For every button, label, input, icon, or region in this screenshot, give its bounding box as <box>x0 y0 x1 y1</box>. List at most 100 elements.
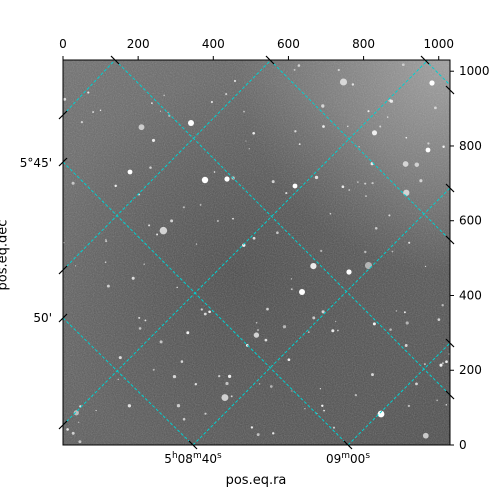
star <box>186 331 190 335</box>
star <box>437 318 441 321</box>
star <box>232 217 234 220</box>
star <box>71 431 75 435</box>
star <box>298 143 301 146</box>
star <box>436 399 438 402</box>
star <box>282 325 287 329</box>
world-tick <box>445 183 455 193</box>
star <box>401 63 405 67</box>
star <box>287 358 291 362</box>
ra-tick-label: 09m00s <box>326 451 370 466</box>
star <box>335 320 337 323</box>
star <box>80 120 84 124</box>
star <box>395 310 398 312</box>
star <box>99 109 102 112</box>
star <box>290 278 293 280</box>
star <box>248 148 250 150</box>
world-tick <box>445 390 455 400</box>
star <box>272 432 275 435</box>
star <box>441 304 444 307</box>
bright-star <box>299 289 305 295</box>
star <box>379 125 382 128</box>
grid-line <box>63 317 194 445</box>
world-tick <box>420 55 430 65</box>
star <box>225 93 228 96</box>
star <box>419 179 423 183</box>
star <box>386 116 389 118</box>
world-tick <box>445 235 455 245</box>
grid-line <box>63 60 272 271</box>
star <box>339 78 348 86</box>
star <box>371 181 374 185</box>
star <box>321 310 325 314</box>
top-tick-label: 400 <box>202 37 225 51</box>
star <box>445 360 448 364</box>
star <box>322 125 325 128</box>
star <box>152 368 155 371</box>
star <box>367 110 370 113</box>
star <box>321 404 324 408</box>
star <box>337 329 339 332</box>
star <box>269 385 273 388</box>
star <box>203 312 207 316</box>
star <box>276 231 279 235</box>
world-tick <box>58 110 68 120</box>
star <box>319 388 322 390</box>
world-tick <box>58 420 68 430</box>
star <box>243 110 245 113</box>
star <box>331 329 335 333</box>
grid-line <box>114 60 450 396</box>
star <box>264 338 268 342</box>
bright-star <box>346 269 352 275</box>
star <box>358 146 360 148</box>
coordinate-grid <box>63 60 450 445</box>
star <box>365 195 367 198</box>
star-field <box>63 63 450 444</box>
star <box>403 311 406 314</box>
star <box>364 261 373 270</box>
star <box>163 94 165 97</box>
star <box>144 319 147 322</box>
world-tick <box>58 157 68 167</box>
right-tick-label: 200 <box>459 363 482 377</box>
star <box>250 426 254 429</box>
star <box>170 219 174 223</box>
star <box>439 363 443 367</box>
star <box>105 240 108 243</box>
star <box>159 340 163 344</box>
star <box>148 224 151 227</box>
star <box>294 130 297 133</box>
top-tick-label: 800 <box>352 37 375 51</box>
star <box>131 276 135 280</box>
grid-line <box>347 342 450 445</box>
star <box>291 390 293 392</box>
star <box>256 433 260 437</box>
star <box>242 243 246 247</box>
y-axis-label: pos.eq.dec <box>0 219 11 291</box>
star <box>374 227 378 230</box>
star <box>180 360 184 363</box>
star <box>92 111 95 113</box>
star <box>364 250 367 254</box>
star <box>329 212 332 215</box>
star <box>389 328 392 331</box>
right-tick-label: 800 <box>459 139 482 153</box>
star <box>307 331 310 333</box>
star <box>210 100 214 104</box>
top-tick-label: 600 <box>277 37 300 51</box>
star <box>227 374 232 379</box>
star <box>105 239 107 241</box>
bright-star <box>429 80 435 86</box>
grid-line <box>424 60 450 86</box>
bright-star <box>224 176 230 182</box>
star <box>63 97 67 101</box>
plot-frame <box>62 59 451 446</box>
star <box>216 219 219 223</box>
star <box>73 410 79 416</box>
grid-line <box>63 60 429 426</box>
bright-star <box>201 176 209 184</box>
star <box>182 417 186 421</box>
star <box>314 175 319 180</box>
star <box>371 130 378 136</box>
star <box>74 265 77 267</box>
star <box>151 102 153 104</box>
